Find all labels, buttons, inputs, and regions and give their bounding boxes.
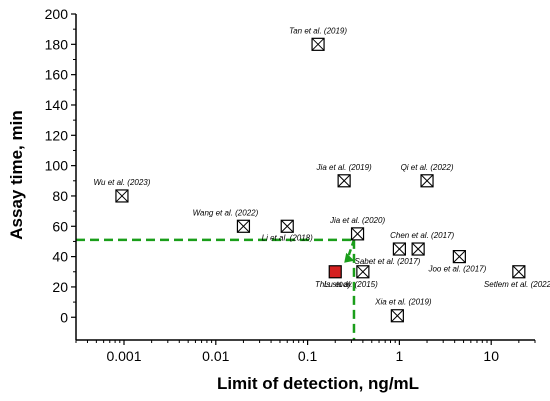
point-label: Qi et al. (2022) xyxy=(401,163,454,172)
marker-cross-line xyxy=(351,227,364,241)
x-tick-label: 0.001 xyxy=(106,348,141,364)
x-tick-label: 0.1 xyxy=(298,348,318,364)
y-tick-label: 60 xyxy=(52,218,68,234)
x-tick-label: 1 xyxy=(396,348,404,364)
point-label: Tan et al. (2019) xyxy=(289,26,347,35)
data-point: Lu et al. (2015) xyxy=(324,265,378,289)
data-point: Xia et al. (2019) xyxy=(374,298,432,323)
marker-cross-line xyxy=(393,242,406,256)
x-axis-title: Limit of detection, ng/mL xyxy=(217,374,419,393)
data-point: Qi et al. (2022) xyxy=(401,163,454,188)
axes: 0 20 40 60 80 100 120 140 160 180 200 0.001 0.01 0.1 1… xyxy=(45,6,536,364)
y-tick-label: 0 xyxy=(60,309,68,325)
y-tick-label: 40 xyxy=(52,249,68,265)
point-label: Chen et al. (2017) xyxy=(390,231,454,240)
reference-arrow-shaft xyxy=(346,239,356,261)
point-label: Sabet et al. (2017) xyxy=(354,257,420,266)
marker-cross-line xyxy=(411,242,425,256)
data-point: Jia et al. (2020) xyxy=(329,216,385,241)
data-point: Jia et al. (2019) xyxy=(316,163,372,188)
point-label: Setlem et al. (2022) xyxy=(484,280,550,289)
data-point: Wu et al. (2023) xyxy=(93,178,151,203)
data-point: Chen et al. (2017) xyxy=(390,231,454,256)
marker-cross-line xyxy=(391,309,404,323)
point-label: Jia et al. (2020) xyxy=(329,216,385,225)
marker-cross-line xyxy=(115,189,129,203)
data-point: Sabet et al. (2017) xyxy=(354,242,421,266)
y-tick-label: 180 xyxy=(45,36,69,52)
marker-cross-line xyxy=(453,250,466,263)
marker-cross-line xyxy=(356,265,370,279)
reference-arrow-head xyxy=(344,252,355,263)
point-label: Jia et al. (2019) xyxy=(316,163,372,172)
marker-cross-line xyxy=(237,219,250,233)
x-tick-label: 0.01 xyxy=(202,348,229,364)
y-tick-label: 200 xyxy=(45,6,69,22)
y-tick-label: 120 xyxy=(45,127,69,143)
point-label: Joo et al. (2017) xyxy=(427,265,486,274)
marker-cross-line xyxy=(311,37,325,51)
y-tick-label: 20 xyxy=(52,279,68,295)
data-point: This study xyxy=(315,265,352,289)
x-tick-label: 10 xyxy=(483,348,499,364)
point-label: Wu et al. (2023) xyxy=(93,178,150,187)
marker-cross-line xyxy=(280,219,294,233)
data-point: Wang et al. (2022) xyxy=(193,208,259,233)
marker-cross-line xyxy=(420,174,434,188)
y-tick-label: 100 xyxy=(45,158,69,174)
y-tick-label: 160 xyxy=(45,67,69,83)
point-label: Lu et al. (2015) xyxy=(324,280,378,289)
reference-lines xyxy=(76,238,356,340)
data-point: Li et al. (2018) xyxy=(262,219,313,242)
y-tick-label: 140 xyxy=(45,97,69,113)
point-label: Li et al. (2018) xyxy=(262,233,313,242)
highlight-marker xyxy=(328,265,342,279)
y-tick-label: 80 xyxy=(52,188,68,204)
data-point: Tan et al. (2019) xyxy=(289,26,347,51)
data-point: Setlem et al. (2022) xyxy=(484,265,550,289)
point-label: Xia et al. (2019) xyxy=(374,298,432,307)
point-label: This study xyxy=(315,280,352,289)
data-point: Joo et al. (2017) xyxy=(427,250,487,274)
marker-cross-line xyxy=(512,265,526,279)
y-axis-title: Assay time, min xyxy=(7,110,26,239)
data-points: Wu et al. (2023) Wang et al. (2022) Li et … xyxy=(93,26,550,323)
marker-cross-line xyxy=(337,174,351,188)
point-label: Wang et al. (2022) xyxy=(193,208,259,217)
